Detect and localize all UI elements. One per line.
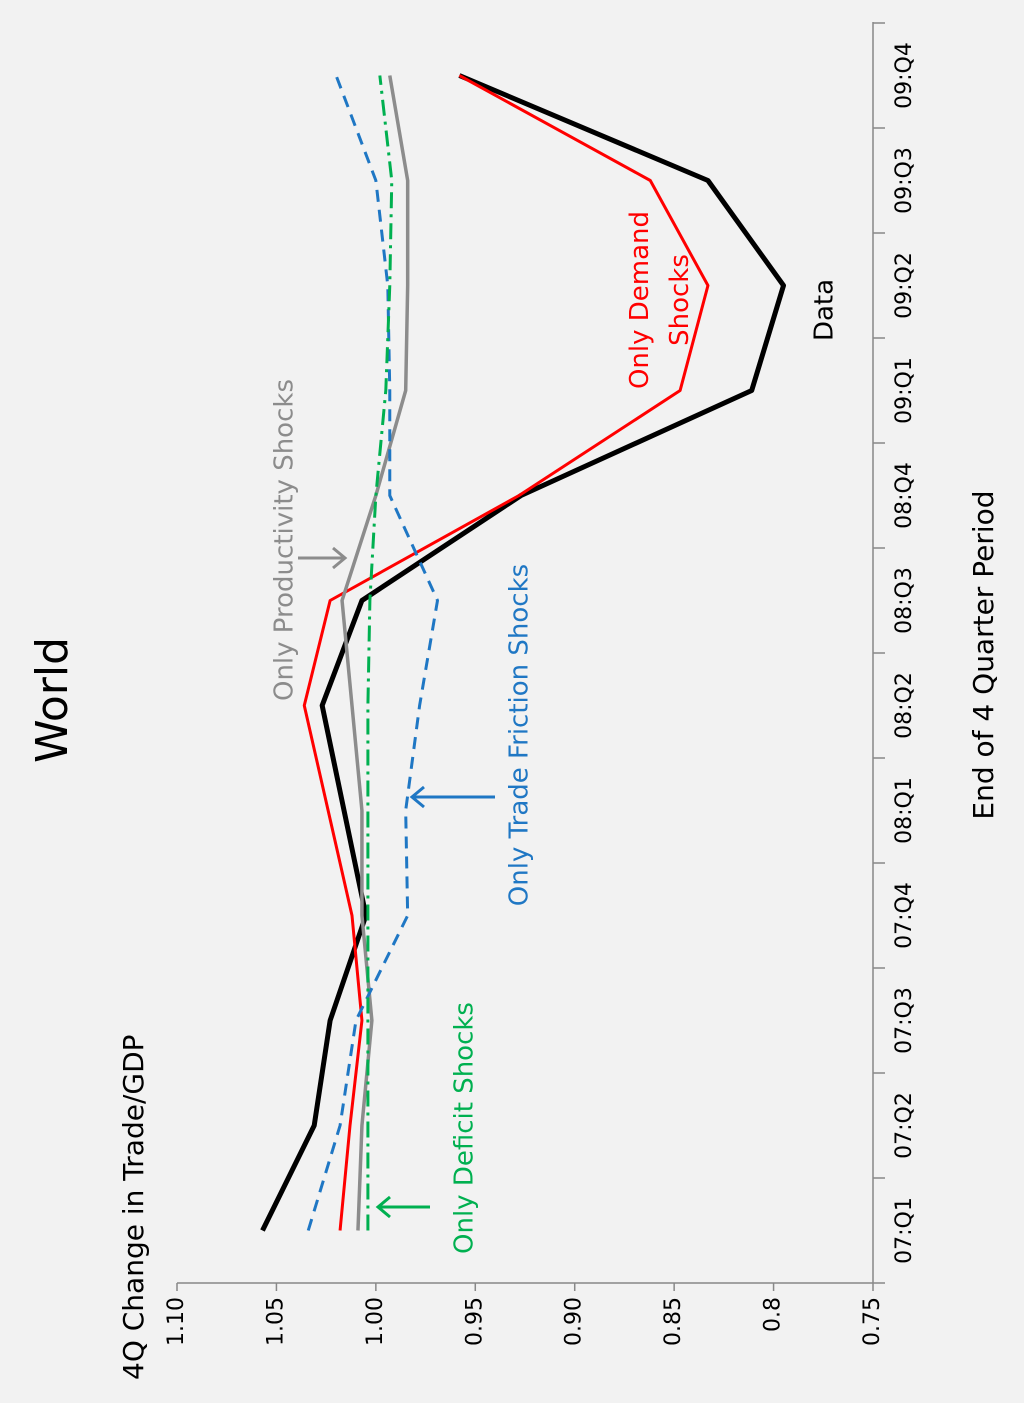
series-label: Only Demand Shocks: [625, 211, 695, 389]
series-line: [306, 74, 440, 1231]
x-tick-label: 08:Q2: [892, 672, 917, 739]
series-line: [340, 75, 410, 1231]
series-label: Only Productivity Shocks: [270, 379, 300, 701]
x-tick-label: 07:Q3: [892, 987, 917, 1054]
y-tick-label: 1.10: [164, 1297, 189, 1346]
x-tick-label: 08:Q3: [892, 567, 917, 634]
series-label: Only Trade Friction Shocks: [505, 564, 535, 906]
x-tick-label: 07:Q2: [892, 1092, 917, 1159]
annotation-arrow-head: [332, 546, 348, 570]
rotated-plot: World 4Q Change in Trade/GDP End of 4 Qu…: [27, 22, 1000, 1380]
y-tick-label: 0.85: [661, 1297, 686, 1346]
annotation-arrow-head: [409, 785, 425, 809]
x-tick-label: 09:Q2: [892, 252, 917, 319]
x-tick-label: 08:Q4: [892, 462, 917, 529]
series-line: [302, 74, 710, 1231]
x-axis-label: End of 4 Quarter Period: [967, 490, 1000, 819]
chart-title: World: [27, 637, 78, 763]
series-label: Data: [810, 279, 840, 341]
y-tick-label: 1.05: [263, 1297, 288, 1346]
y-tick-label: 0.95: [462, 1297, 487, 1346]
y-tick-label: 0.90: [562, 1297, 587, 1346]
y-axis-label: 4Q Change in Trade/GDP: [117, 1034, 150, 1380]
series-label: Only Deficit Shocks: [450, 1002, 480, 1254]
series-line: [366, 75, 394, 1231]
x-tick-label: 09:Q1: [892, 357, 917, 424]
x-tick-label: 07:Q4: [892, 882, 917, 949]
series-label-line: Only Demand: [625, 211, 655, 389]
annotation-arrow-head: [375, 1195, 391, 1219]
x-tick-label: 08:Q1: [892, 777, 917, 844]
y-tick-label: 1.00: [363, 1297, 388, 1346]
y-tick-label: 0.75: [860, 1297, 885, 1346]
series-line: [260, 73, 787, 1232]
x-tick-label: 07:Q1: [892, 1197, 917, 1264]
x-tick-label: 09:Q4: [892, 42, 917, 109]
series-label-line: Shocks: [665, 254, 695, 346]
y-tick-label: 0.8: [761, 1297, 786, 1332]
x-tick-label: 09:Q3: [892, 147, 917, 214]
